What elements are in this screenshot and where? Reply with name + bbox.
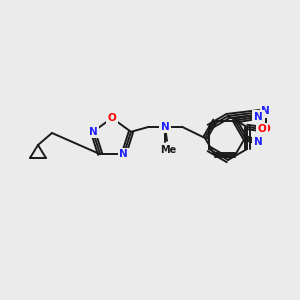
Text: O: O: [108, 113, 116, 123]
Text: N: N: [119, 149, 128, 159]
Text: O: O: [258, 124, 266, 134]
Text: O: O: [261, 124, 270, 134]
Text: N: N: [254, 137, 262, 147]
Text: N: N: [160, 122, 169, 132]
Text: N: N: [261, 106, 270, 116]
Text: Me: Me: [160, 145, 176, 155]
Text: N: N: [254, 112, 262, 122]
Text: N: N: [88, 127, 98, 137]
